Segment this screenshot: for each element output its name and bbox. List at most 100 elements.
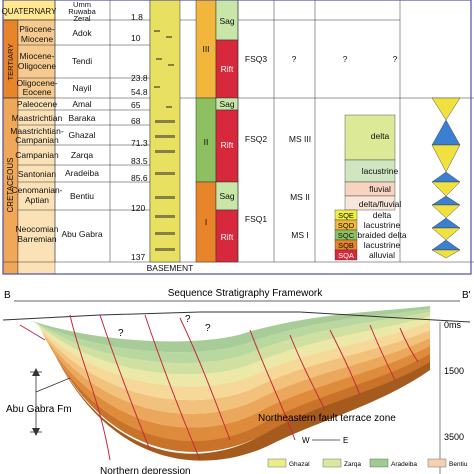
- stratigraphic-table: [2, 0, 474, 275]
- epoch-label: Campanian: [15, 150, 59, 160]
- formation-label: Tendi: [72, 56, 92, 66]
- formation-label: Ghazal: [69, 130, 96, 140]
- phase-label: Rift: [221, 64, 234, 74]
- age-label: 1.8: [131, 12, 143, 22]
- zone-label: Northeastern fault terrace zone: [258, 413, 396, 424]
- cycle-label: I: [205, 217, 207, 227]
- subsequence-label: MS III: [289, 134, 311, 144]
- depth-label: 3500: [444, 432, 464, 442]
- legend-label: Zarqa: [344, 461, 361, 468]
- direction-east: E: [343, 436, 348, 445]
- cycle-label: II: [204, 137, 209, 147]
- formation-label: Zarqa: [71, 150, 93, 160]
- section-title: Sequence Stratigraphy Framework: [168, 288, 324, 299]
- age-label: 71.3: [131, 138, 148, 148]
- unknown-mark: ?: [118, 328, 124, 339]
- unknown-mark: ?: [343, 54, 348, 64]
- phase-label: Sag: [219, 99, 234, 109]
- sequence-label: FSQ3: [245, 54, 267, 64]
- sq-code: SQD: [338, 221, 355, 230]
- epoch-label: Miocene: [21, 34, 53, 44]
- sequence-label: FSQ2: [245, 134, 267, 144]
- era-cretaceous: CRETACEOUS: [6, 158, 15, 213]
- quaternary-label: QUATERNARY: [2, 7, 57, 16]
- age-label: 137: [131, 252, 145, 262]
- subsequence-label: MS I: [291, 230, 308, 240]
- epoch-label: Aptian: [25, 195, 49, 205]
- formation-label: Umm: [73, 0, 91, 9]
- lithology-column: [149, 0, 181, 263]
- age-label: 23.8: [131, 73, 148, 83]
- unknown-mark: ?: [185, 314, 191, 325]
- phase-label: Sag: [219, 16, 234, 26]
- age-label: 68: [131, 116, 141, 126]
- sq-code: SQE: [338, 211, 354, 220]
- formation-label: Ruwaba: [68, 7, 96, 16]
- formation-label: Abu Gabra: [61, 229, 102, 239]
- formation-label: Bentiu: [70, 191, 94, 201]
- legend-label: Bentiu: [449, 461, 468, 468]
- phase-label: Sag: [219, 191, 234, 201]
- epoch-label: Barremian: [17, 234, 56, 244]
- formation-label: Zeral: [73, 14, 90, 23]
- phase-label: Rift: [221, 232, 234, 242]
- epoch-label: Cenomanian-: [11, 185, 62, 195]
- depth-label: 1500: [444, 366, 464, 376]
- env-label: braided delta: [357, 230, 406, 240]
- formation-label: Adok: [72, 28, 92, 38]
- age-label: 83.5: [131, 156, 148, 166]
- formation-label: Nayil: [73, 83, 92, 93]
- legend-label: Ghazal: [289, 461, 310, 468]
- legend-label: Aradeiba: [391, 461, 417, 468]
- table-frame: [2, 0, 472, 275]
- env-label: delta: [373, 210, 392, 220]
- env-label: lacustrine: [364, 220, 401, 230]
- unknown-mark: ?: [292, 54, 297, 64]
- env-label: delta: [371, 131, 390, 141]
- unknown-mark: ?: [205, 323, 211, 334]
- env-label: alluvial: [369, 250, 395, 260]
- age-label: 10: [131, 33, 141, 43]
- epoch-label: Oligocene: [18, 61, 57, 71]
- age-label: 120: [131, 203, 145, 213]
- epoch-label: Maastrichtian: [12, 113, 63, 123]
- epoch-label: Maastrichtian-: [10, 126, 64, 136]
- formation-label: Aradeiba: [65, 168, 99, 178]
- env-label: lacustrine: [362, 166, 399, 176]
- epoch-label: Santonian: [18, 169, 57, 179]
- epoch-label: Campanian: [15, 135, 59, 145]
- epoch-label: Eocene: [23, 87, 52, 97]
- cross-section: B B' Sequence Stratigraphy Framework: [2, 288, 471, 474]
- phase-label: Rift: [221, 140, 234, 150]
- legend-swatch-bentiu: [427, 458, 447, 468]
- legend-swatch-zarqa: [322, 458, 342, 468]
- direction-west: W: [302, 436, 310, 445]
- epoch-label: Oligocene-: [16, 78, 57, 88]
- unknown-mark: ?: [393, 54, 398, 64]
- formation-label: Baraka: [69, 113, 96, 123]
- env-label: lacustrine: [364, 240, 401, 250]
- epoch-label: Miocene-: [20, 51, 55, 61]
- basement-label: BASEMENT: [147, 263, 194, 273]
- sequence-label: FSQ1: [245, 214, 267, 224]
- epoch-label: Paleocene: [17, 99, 57, 109]
- age-label: 65: [131, 100, 141, 110]
- cycle-triangles: [431, 97, 461, 259]
- legend-swatch-ghazal: [267, 458, 287, 468]
- cycle-label: III: [202, 44, 209, 54]
- profile-end: B': [462, 290, 471, 301]
- age-label: 54.8: [131, 87, 148, 97]
- env-label: delta/fluvial: [359, 199, 402, 209]
- profile-start: B: [4, 290, 11, 301]
- legend: Ghazal Zarqa Aradeiba Bentiu: [267, 458, 468, 468]
- fm-label: Abu Gabra Fm: [6, 404, 72, 415]
- subsequence-label: MS II: [290, 192, 310, 202]
- sq-code: SQA: [338, 251, 354, 260]
- era-tertiary: TERTIARY: [6, 44, 15, 81]
- formation-label: Amal: [72, 99, 91, 109]
- sq-code: SQB: [338, 241, 354, 250]
- sq-code: SQC: [338, 231, 355, 240]
- env-label: fluvial: [369, 184, 391, 194]
- depth-label: 0ms: [444, 320, 462, 330]
